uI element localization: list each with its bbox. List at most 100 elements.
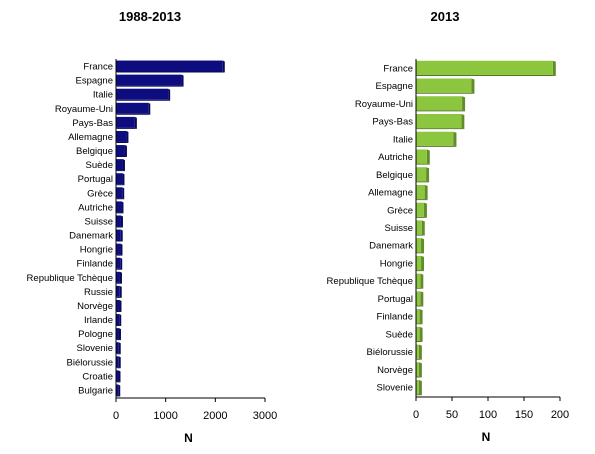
bar bbox=[116, 145, 125, 157]
chart-title: 2013 bbox=[431, 9, 460, 24]
bar-shadow bbox=[116, 99, 171, 101]
bar-side bbox=[419, 326, 423, 343]
category-label: Finlande bbox=[377, 312, 413, 323]
bar bbox=[416, 131, 454, 146]
category-label: Irlande bbox=[84, 315, 113, 326]
category-label: France bbox=[83, 62, 113, 73]
x-tick-label: 150 bbox=[515, 409, 533, 421]
bar-shadow bbox=[416, 181, 430, 183]
bar-side bbox=[119, 314, 122, 327]
bar-shadow bbox=[116, 113, 151, 115]
bar bbox=[416, 344, 419, 359]
bar bbox=[116, 314, 120, 326]
category-label: Espagne bbox=[75, 76, 113, 87]
bar bbox=[116, 116, 135, 128]
bar-side bbox=[118, 328, 121, 341]
bar-side bbox=[421, 238, 425, 254]
bar-shadow bbox=[116, 282, 122, 284]
category-label: Russie bbox=[84, 287, 113, 298]
category-label: Biélorussie bbox=[67, 357, 113, 368]
category-label: Suisse bbox=[384, 223, 413, 234]
bar-shadow bbox=[116, 395, 121, 397]
x-axis-label: N bbox=[184, 431, 193, 445]
bar bbox=[116, 243, 121, 255]
category-label: Suisse bbox=[84, 216, 113, 227]
category-label: Pays-Bas bbox=[372, 117, 413, 128]
chart-title: 1988-2013 bbox=[119, 9, 181, 24]
bar-shadow bbox=[116, 212, 124, 214]
category-label: Republique Tchèque bbox=[27, 273, 113, 284]
bar bbox=[116, 328, 119, 340]
bar-side bbox=[222, 60, 225, 73]
category-label: Grèce bbox=[387, 205, 413, 216]
bar-side bbox=[421, 255, 425, 272]
bar-side bbox=[418, 362, 422, 378]
bar-shadow bbox=[116, 310, 122, 312]
bar-side bbox=[420, 273, 424, 289]
bar-shadow bbox=[116, 367, 121, 369]
category-label: Suède bbox=[386, 329, 413, 340]
category-label: Republique Tchèque bbox=[327, 276, 413, 287]
bar bbox=[416, 60, 553, 75]
bar-shadow bbox=[416, 145, 457, 147]
bar bbox=[116, 356, 119, 368]
bar-side bbox=[122, 187, 125, 200]
bar bbox=[416, 309, 420, 324]
bar-side bbox=[134, 116, 137, 129]
category-label: Hongrie bbox=[380, 258, 413, 269]
bar-shadow bbox=[416, 92, 475, 94]
bar bbox=[116, 201, 122, 213]
bar-side bbox=[120, 257, 123, 270]
bar bbox=[416, 202, 424, 217]
category-label: Norvège bbox=[377, 365, 413, 376]
category-label: Grèce bbox=[87, 188, 113, 199]
bar-shadow bbox=[416, 216, 427, 218]
bar-side bbox=[120, 243, 123, 256]
bar-side bbox=[421, 220, 425, 236]
bar bbox=[116, 271, 120, 283]
bar-shadow bbox=[116, 198, 125, 200]
category-label: Italie bbox=[93, 90, 113, 101]
bar bbox=[416, 149, 427, 164]
category-label: Belgique bbox=[376, 170, 413, 181]
bar-shadow bbox=[116, 268, 123, 270]
category-label: Autriche bbox=[378, 152, 413, 163]
category-label: Slovenie bbox=[77, 343, 113, 354]
category-label: Allemagne bbox=[368, 188, 413, 199]
bar-side bbox=[424, 184, 428, 201]
x-tick-label: 1000 bbox=[153, 410, 177, 422]
bar-shadow bbox=[116, 127, 137, 129]
bar-side bbox=[426, 167, 430, 183]
bar-shadow bbox=[116, 254, 123, 256]
bar-side bbox=[118, 370, 121, 383]
category-label: Allemagne bbox=[68, 132, 113, 143]
bar-shadow bbox=[116, 226, 123, 228]
bar bbox=[416, 273, 421, 288]
bar-shadow bbox=[416, 323, 423, 325]
category-label: Finlande bbox=[77, 259, 113, 270]
bar bbox=[416, 380, 419, 395]
bar bbox=[416, 96, 463, 111]
bar-side bbox=[119, 299, 122, 312]
bar-side bbox=[420, 291, 424, 307]
chart-panel-1988-2013: 1988-2013 France Espagne Italie Royaume-Uni P… bbox=[27, 9, 278, 445]
category-label: Biélorussie bbox=[367, 347, 413, 358]
category-label: Italie bbox=[393, 134, 413, 145]
bar-side bbox=[122, 173, 125, 186]
bar bbox=[116, 173, 123, 185]
bar-side bbox=[118, 356, 121, 369]
bar-side bbox=[120, 215, 123, 228]
bar bbox=[416, 78, 472, 93]
bar bbox=[116, 130, 127, 142]
bar-shadow bbox=[116, 184, 125, 186]
bar bbox=[116, 342, 119, 354]
bar bbox=[416, 113, 462, 129]
category-label: Norvège bbox=[77, 301, 113, 312]
category-label: Belgique bbox=[76, 146, 113, 157]
x-tick-label: 200 bbox=[551, 409, 569, 421]
bar-shadow bbox=[116, 85, 184, 87]
bar-shadow bbox=[416, 287, 424, 289]
bar-shadow bbox=[416, 376, 422, 378]
bar bbox=[416, 362, 419, 377]
bar-side bbox=[118, 384, 121, 397]
